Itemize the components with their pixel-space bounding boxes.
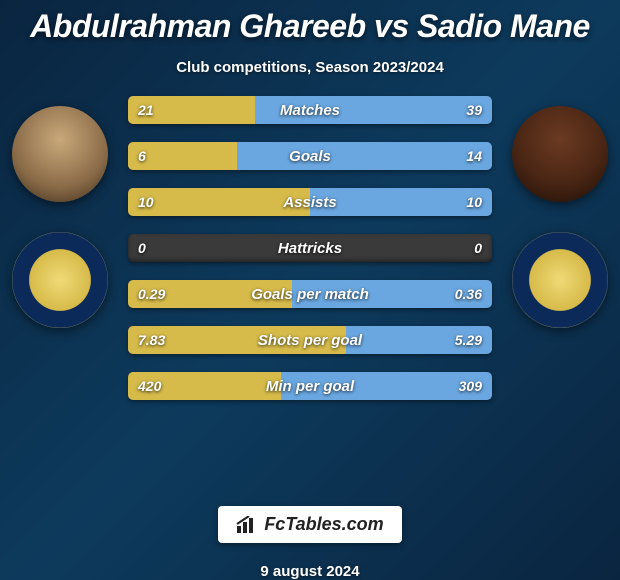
stat-label: Min per goal [128,372,492,400]
player-left-avatar [12,106,108,202]
stat-row: 2139Matches [128,96,492,124]
left-side [0,96,120,492]
stat-row: 0.290.36Goals per match [128,280,492,308]
stat-label: Goals [128,142,492,170]
chart-icon [236,516,258,534]
stat-row: 1010Assists [128,188,492,216]
stat-label: Goals per match [128,280,492,308]
stats-bars: 2139Matches 614Goals 1010Assists 00Hattrick… [120,96,500,492]
player-right-avatar [512,106,608,202]
player-right-crest [512,232,608,328]
stat-row: 7.835.29Shots per goal [128,326,492,354]
right-side [500,96,620,492]
stat-row: 00Hattricks [128,234,492,262]
player-left-crest [12,232,108,328]
footer-date: 9 august 2024 [260,563,359,580]
stat-row: 614Goals [128,142,492,170]
subtitle: Club competitions, Season 2023/2024 [176,59,444,76]
comparison-card: Abdulrahman Ghareeb vs Sadio Mane Club c… [0,0,620,580]
page-title: Abdulrahman Ghareeb vs Sadio Mane [30,8,590,45]
stat-label: Matches [128,96,492,124]
stat-label: Hattricks [128,234,492,262]
brand-badge: FcTables.com [218,506,401,543]
stat-label: Shots per goal [128,326,492,354]
stat-label: Assists [128,188,492,216]
body-area: 2139Matches 614Goals 1010Assists 00Hattrick… [0,96,620,492]
stat-row: 420309Min per goal [128,372,492,400]
brand-text: FcTables.com [264,514,383,535]
